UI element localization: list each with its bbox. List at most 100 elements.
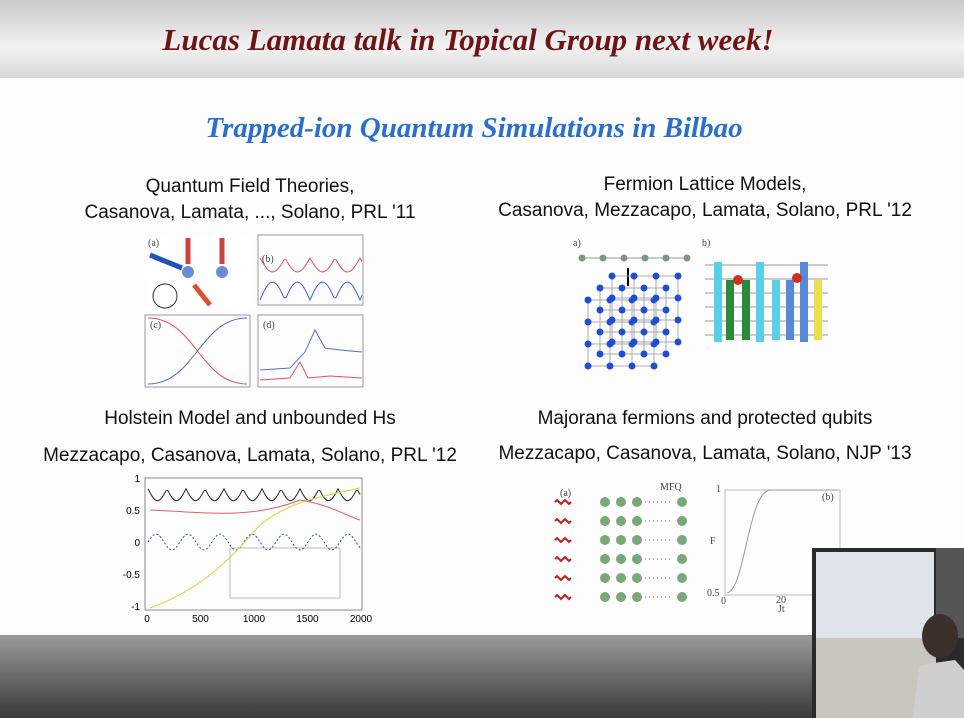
ion [733, 275, 743, 285]
site [599, 254, 607, 262]
site [652, 294, 660, 302]
figure-label: F [710, 536, 716, 547]
wave [554, 593, 572, 601]
figure-label: (c) [150, 320, 161, 331]
site [683, 254, 691, 262]
y-tick-label: -1 [131, 602, 140, 613]
panel-authors: Casanova, Lamata, ..., Solano, PRL '11 [84, 202, 415, 223]
site [652, 338, 660, 346]
speaker-video [812, 548, 964, 718]
ion [677, 554, 687, 564]
site [578, 254, 586, 262]
site [584, 362, 592, 370]
site [584, 340, 592, 348]
x-tick-label: 500 [192, 614, 209, 625]
site [662, 328, 670, 336]
ion [600, 516, 610, 526]
wave [554, 536, 572, 544]
ion [616, 592, 626, 602]
gate [814, 280, 822, 340]
panel-heading: Holstein Model and unbounded Hs [104, 408, 396, 429]
slide-body [0, 78, 964, 635]
site [584, 296, 592, 304]
ion [600, 554, 610, 564]
ion [677, 573, 687, 583]
figure-label: (b) [262, 254, 274, 265]
figure-label: (b) [822, 492, 834, 503]
site [674, 294, 682, 302]
ion [632, 554, 642, 564]
ion [632, 573, 642, 583]
wave [554, 498, 572, 506]
site [596, 284, 604, 292]
site [620, 254, 628, 262]
gate [800, 262, 808, 342]
wave [554, 574, 572, 582]
site [674, 272, 682, 280]
y-tick-label: 1 [716, 484, 721, 495]
x-tick-label: 1000 [243, 614, 266, 625]
site [662, 350, 670, 358]
ion [632, 535, 642, 545]
site [618, 350, 626, 358]
ion [677, 592, 687, 602]
figure-lattice: a) b) [573, 238, 828, 370]
x-tick-label: 0 [144, 614, 150, 625]
site [640, 306, 648, 314]
gate [742, 280, 750, 340]
site [674, 316, 682, 324]
x-tick-label: 2000 [350, 614, 373, 625]
curve [147, 533, 361, 551]
y-tick-label: 0.5 [126, 506, 140, 517]
ion [600, 573, 610, 583]
y-tick-label: 0.5 [707, 588, 720, 599]
wave [554, 517, 572, 525]
site [630, 272, 638, 280]
ion [600, 497, 610, 507]
gate [756, 262, 764, 342]
figure-label: Jt [778, 604, 785, 615]
site [584, 318, 592, 326]
header-title: Lucas Lamata talk in Topical Group next … [161, 22, 773, 57]
site [618, 284, 626, 292]
figure-label: (d) [263, 320, 275, 331]
ion [632, 497, 642, 507]
panel-authors: Mezzacapo, Casanova, Lamata, Solano, PRL… [43, 445, 457, 466]
curve [149, 499, 361, 521]
x-tick-label: 0 [721, 596, 726, 607]
site [596, 350, 604, 358]
site [641, 254, 649, 262]
ion [677, 535, 687, 545]
site [596, 306, 604, 314]
figure-qft: (a) (b) (c) (d) [144, 234, 364, 388]
site [608, 294, 616, 302]
ion [792, 273, 802, 283]
figure-label: b) [702, 238, 710, 249]
site [640, 350, 648, 358]
figure-label: (a) [148, 238, 159, 249]
panel-heading: Fermion Lattice Models, [604, 174, 807, 195]
site [640, 284, 648, 292]
ion [677, 497, 687, 507]
gate [772, 280, 780, 340]
site [652, 316, 660, 324]
header-band [0, 0, 964, 78]
gate [786, 280, 794, 340]
ion [632, 592, 642, 602]
site [630, 316, 638, 324]
site [652, 272, 660, 280]
ion [677, 516, 687, 526]
site [674, 338, 682, 346]
site [650, 362, 658, 370]
ion [616, 554, 626, 564]
figure-majorana: (a) MFQ (b) F Jt 1 0.5 0 20 [554, 482, 841, 615]
y-tick-label: -0.5 [123, 570, 141, 581]
ion [632, 516, 642, 526]
site [596, 328, 604, 336]
site [606, 362, 614, 370]
site [618, 328, 626, 336]
ion [616, 573, 626, 583]
figure-holstein: 1 0.5 0 -0.5 -1 0 500 1000 1500 2000 [123, 474, 373, 625]
curve [147, 487, 361, 502]
